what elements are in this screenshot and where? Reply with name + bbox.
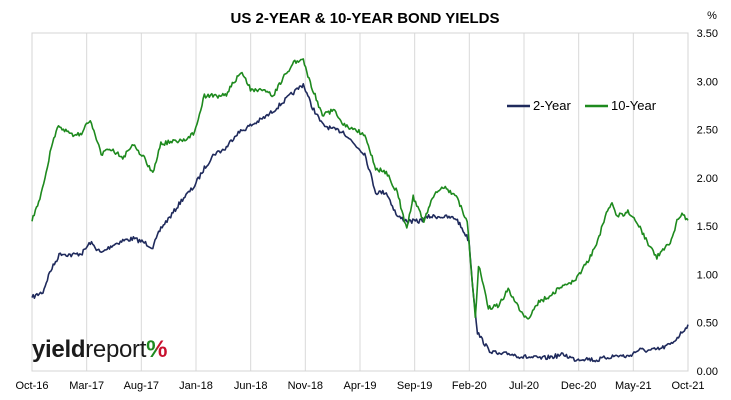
- x-tick-label: Dec-20: [561, 380, 596, 392]
- x-tick-label: Mar-17: [69, 380, 104, 392]
- y-axis-tick-labels: 0.00 0.50 1.00 1.50 2.00 2.50 3.00 3.50: [697, 28, 718, 378]
- x-tick-label: Oct-16: [15, 380, 48, 392]
- y-tick-label: 0.50: [697, 318, 718, 330]
- x-tick-label: May-21: [615, 380, 652, 392]
- y-tick-label: 3.00: [697, 76, 718, 88]
- chart-title: US 2-YEAR & 10-YEAR BOND YIELDS: [231, 10, 500, 27]
- y-unit-label: %: [707, 10, 717, 22]
- logo-text-yield: yield: [32, 336, 86, 363]
- x-axis-tick-labels: Oct-16 Mar-17 Aug-17 Jan-18 Jun-18 Nov-18 Apr-…: [15, 380, 704, 392]
- legend-label-10-year: 10-Year: [611, 98, 657, 113]
- plot-area: [31, 32, 689, 372]
- yieldreport-logo: yieldreport%: [32, 336, 167, 364]
- y-tick-label: 2.50: [697, 125, 718, 137]
- x-tick-label: Apr-19: [343, 380, 376, 392]
- gridlines: [86, 33, 634, 371]
- series-line-10-Year: [31, 58, 689, 320]
- series-lines: [31, 58, 689, 363]
- x-tick-label: Oct-21: [671, 380, 704, 392]
- logo-text-report: report: [85, 336, 147, 363]
- x-tick-label: Aug-17: [124, 380, 159, 392]
- logo-percent-icon: %: [146, 336, 168, 363]
- y-tick-label: 1.00: [697, 269, 718, 281]
- y-tick-label: 2.00: [697, 173, 718, 185]
- y-tick-label: 1.50: [697, 221, 718, 233]
- y-tick-label: 3.50: [697, 28, 718, 40]
- x-tick-label: Jul-20: [509, 380, 539, 392]
- y-tick-label: 0.00: [697, 366, 718, 378]
- series-line-2-Year: [31, 83, 689, 363]
- legend: 2-Year 10-Year: [507, 98, 657, 113]
- x-tick-label: Feb-20: [452, 380, 487, 392]
- x-tick-label: Jan-18: [179, 380, 213, 392]
- x-tick-label: Jun-18: [234, 380, 268, 392]
- x-tick-label: Sep-19: [397, 380, 432, 392]
- x-tick-label: Nov-18: [288, 380, 323, 392]
- legend-label-2-year: 2-Year: [533, 98, 571, 113]
